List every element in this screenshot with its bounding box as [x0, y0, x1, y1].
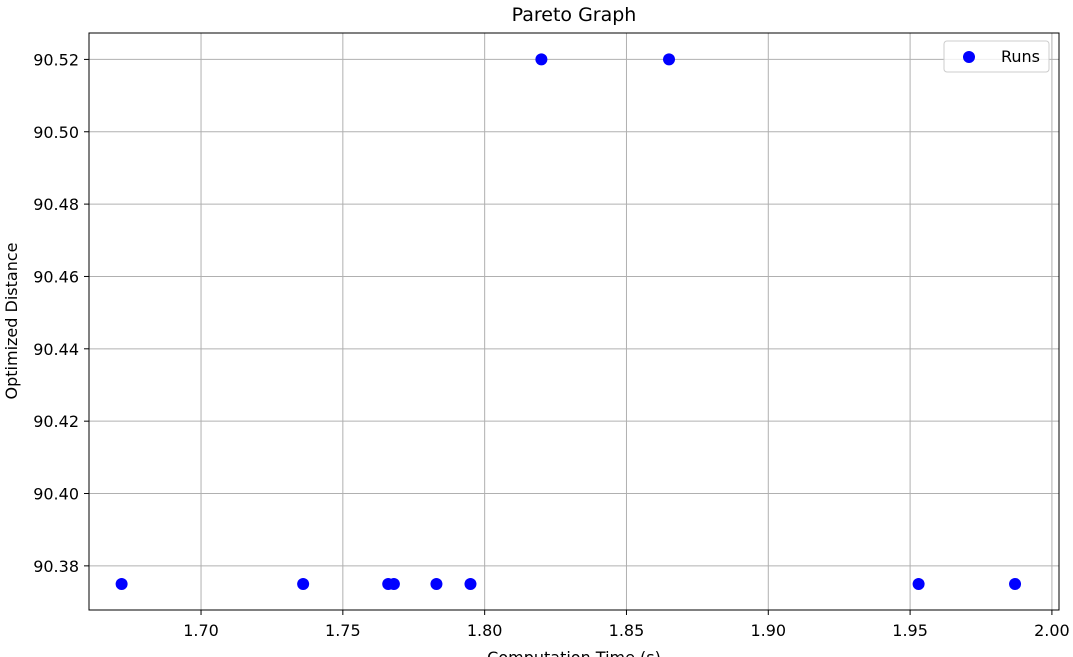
data-point [535, 53, 548, 66]
x-tick-label: 1.80 [467, 621, 503, 640]
x-axis-label: Computation Time (s) [487, 648, 661, 657]
y-tick-label: 90.38 [33, 557, 79, 576]
legend-box [943, 40, 1050, 73]
grid-lines [89, 33, 1059, 610]
plot-frame [88, 32, 1060, 611]
y-tick-label: 90.46 [33, 267, 79, 286]
y-axis-ticks: 90.38 90.40 90.42 90.44 90.46 90.48 90.50 90.52 [33, 50, 89, 576]
data-points [115, 53, 1022, 590]
x-tick-label: 1.90 [750, 621, 786, 640]
y-tick-label: 90.50 [33, 123, 79, 142]
data-point [912, 577, 925, 590]
y-tick-label: 90.52 [33, 50, 79, 69]
x-tick-label: 1.75 [325, 621, 361, 640]
legend-marker-runs [963, 51, 975, 63]
data-point [387, 577, 400, 590]
plot-area [89, 33, 1059, 610]
chart-title: Pareto Graph [512, 4, 637, 26]
data-point [297, 577, 310, 590]
x-tick-label: 1.85 [609, 621, 645, 640]
x-axis-ticks: 1.70 1.75 1.80 1.85 1.90 1.95 2.00 [183, 610, 1070, 640]
x-tick-label: 2.00 [1034, 621, 1070, 640]
data-point [1009, 577, 1022, 590]
legend-label-runs: Runs [1001, 47, 1040, 66]
y-tick-label: 90.44 [33, 340, 79, 359]
x-tick-label: 1.70 [183, 621, 219, 640]
data-point [464, 577, 477, 590]
data-point [115, 577, 128, 590]
data-point [663, 53, 676, 66]
x-tick-label: 1.95 [892, 621, 928, 640]
legend: Runs [943, 40, 1050, 73]
data-point [430, 577, 443, 590]
y-tick-label: 90.42 [33, 412, 79, 431]
y-tick-label: 90.48 [33, 195, 79, 214]
y-axis-label: Optimized Distance [2, 243, 21, 400]
y-tick-label: 90.40 [33, 485, 79, 504]
